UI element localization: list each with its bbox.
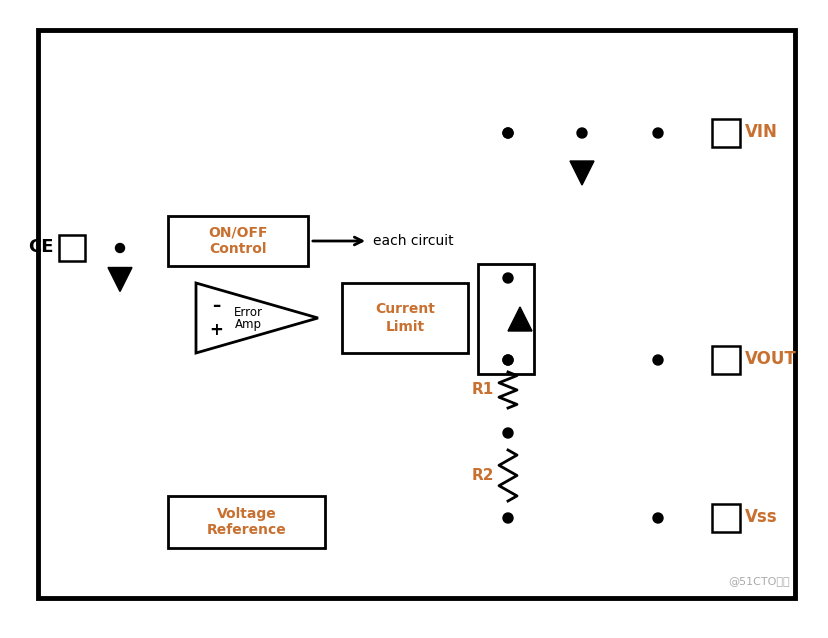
- Text: Limit: Limit: [385, 320, 424, 334]
- Text: Control: Control: [209, 242, 267, 256]
- Text: VIN: VIN: [744, 123, 777, 141]
- Polygon shape: [108, 267, 132, 292]
- Text: R1: R1: [471, 383, 493, 397]
- Text: @51CTO博客: @51CTO博客: [728, 576, 789, 586]
- Text: Voltage: Voltage: [216, 507, 276, 521]
- Circle shape: [115, 244, 124, 253]
- Bar: [711, 504, 739, 532]
- Circle shape: [503, 513, 513, 523]
- Bar: [342, 283, 468, 353]
- Bar: [168, 496, 325, 548]
- Text: Current: Current: [374, 302, 435, 316]
- Circle shape: [652, 513, 662, 523]
- Text: Reference: Reference: [206, 523, 286, 537]
- Circle shape: [503, 273, 513, 283]
- Circle shape: [576, 128, 586, 138]
- Text: Error: Error: [233, 306, 262, 320]
- Text: Amp: Amp: [234, 318, 261, 332]
- Polygon shape: [508, 307, 532, 331]
- Circle shape: [503, 428, 513, 438]
- Bar: [38, 30, 794, 598]
- Text: VOUT: VOUT: [744, 350, 796, 368]
- Text: each circuit: each circuit: [373, 234, 453, 248]
- Circle shape: [503, 128, 513, 138]
- Text: CE: CE: [28, 238, 54, 256]
- Polygon shape: [570, 161, 594, 185]
- Text: +: +: [209, 321, 223, 339]
- Text: ON/OFF: ON/OFF: [208, 226, 267, 240]
- Bar: [711, 346, 739, 374]
- Text: Vss: Vss: [744, 508, 777, 526]
- Circle shape: [652, 128, 662, 138]
- Bar: [711, 119, 739, 147]
- Polygon shape: [195, 283, 318, 353]
- Bar: [59, 235, 85, 261]
- Text: R2: R2: [471, 468, 493, 483]
- Text: –: –: [212, 297, 220, 315]
- Circle shape: [503, 128, 513, 138]
- Circle shape: [503, 355, 513, 365]
- Bar: [478, 264, 533, 374]
- Circle shape: [652, 355, 662, 365]
- Circle shape: [503, 355, 513, 365]
- Bar: [168, 216, 308, 266]
